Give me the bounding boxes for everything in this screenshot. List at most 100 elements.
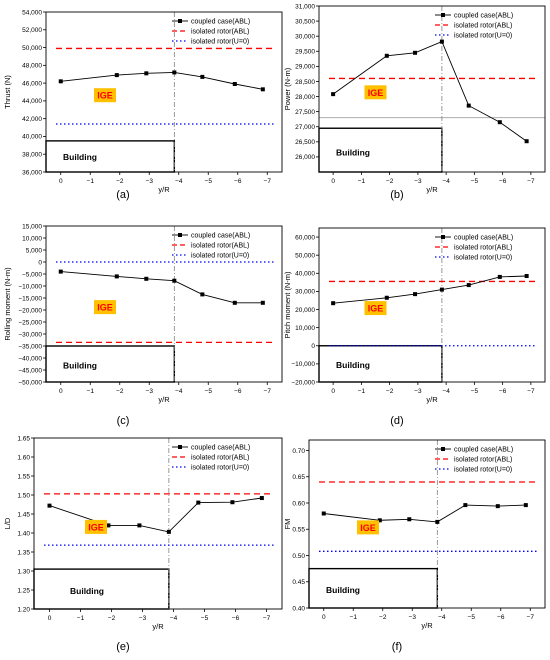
x-axis-label: y/R [158, 395, 170, 404]
legend-item: coupled case(ABL) [435, 447, 513, 454]
x-tick-label: −4 [442, 388, 450, 395]
y-tick-label: 40,000 [295, 271, 315, 278]
building-box [318, 345, 443, 383]
x-tick-label: 0 [48, 615, 52, 622]
y-tick-label: −45,000 [18, 367, 42, 374]
legend-label: isolated rotor(U=0) [454, 467, 512, 474]
y-tick-label: 28,500 [295, 79, 315, 86]
x-tick-label: 0 [331, 178, 335, 185]
x-tick-label: −1 [77, 615, 85, 622]
y-axis-label: FM [283, 519, 292, 530]
data-point [230, 500, 235, 505]
x-tick-label: −4 [442, 178, 450, 185]
x-tick-label: −6 [232, 615, 240, 622]
y-tick-label: 27,000 [295, 124, 315, 131]
data-point [466, 283, 471, 288]
y-tick-label: −30,000 [18, 331, 42, 338]
series-coupled-line [332, 41, 527, 142]
data-point [47, 503, 52, 508]
legend-marker [441, 447, 445, 451]
x-tick-label: −3 [414, 178, 422, 185]
panel-label: (c) [117, 415, 130, 427]
y-tick-label: 48,000 [22, 63, 42, 70]
plot-frame [308, 439, 546, 609]
ige-label: IGE [97, 91, 113, 101]
x-tick-label: −2 [116, 388, 124, 395]
data-point [106, 523, 111, 528]
panel-label: (a) [116, 189, 129, 201]
data-point [200, 292, 205, 297]
y-tick-label: 31,000 [295, 3, 315, 10]
legend-item: isolated rotor(ABL) [172, 455, 249, 462]
data-point [524, 139, 529, 144]
chart-panel-6: Building IGE 0 −1 −2 −3 −4 −5 −6 −7 0.40 0.45 0.50 0.… [283, 439, 546, 653]
x-tick-label: −1 [350, 614, 358, 621]
ige-label: IGE [368, 304, 384, 314]
y-tick-label: 54,000 [22, 9, 42, 16]
data-point [144, 276, 149, 281]
series-coupled-line [60, 271, 263, 304]
x-tick-label: −3 [409, 614, 417, 621]
y-tick-label: 0.55 [292, 527, 305, 534]
legend-item: isolated rotor(U=0) [435, 33, 512, 40]
chart-panel-1: Building IGE 0 −1 −2 −3 −4 −5 −6 −7 36,000 38,000 40… [3, 9, 283, 201]
legend-label: isolated rotor(ABL) [191, 243, 249, 250]
y-tick-label: −35,000 [18, 343, 42, 350]
y-axis-label: Pitch moment (N-m) [283, 271, 292, 339]
data-point [524, 274, 529, 279]
chart-panel-2: Building IGE 0 −1 −2 −3 −4 −5 −6 −7 26,000 26,500 27… [283, 3, 546, 201]
y-tick-label: 1.30 [17, 568, 30, 575]
ige-label: IGE [97, 303, 113, 313]
x-tick-label: −5 [201, 615, 209, 622]
plot-frame [45, 11, 283, 173]
data-point [58, 269, 63, 274]
data-point [523, 503, 528, 508]
y-tick-label: −10,000 [18, 283, 42, 290]
data-point [172, 70, 177, 75]
y-tick-label: 26,500 [295, 139, 315, 146]
legend-marker [178, 233, 182, 237]
building-label: Building [63, 152, 97, 162]
data-point [439, 287, 444, 292]
x-axis-label: y/R [152, 622, 164, 631]
x-tick-label: −3 [146, 388, 154, 395]
legend-item: coupled case(ABL) [435, 13, 513, 20]
x-tick-label: −3 [414, 388, 422, 395]
x-tick-label: 0 [331, 388, 335, 395]
data-point [331, 92, 336, 97]
y-tick-label: 0.40 [292, 605, 305, 612]
panel-label: (b) [390, 189, 403, 201]
data-point [166, 529, 171, 534]
y-tick-label: 30,000 [295, 33, 315, 40]
legend-item: isolated rotor(ABL) [172, 29, 249, 36]
legend-item: isolated rotor(U=0) [172, 465, 249, 472]
ige-badge [94, 300, 116, 315]
data-point [466, 103, 471, 108]
building-label: Building [326, 585, 360, 595]
panel-label: (d) [390, 415, 403, 427]
y-tick-label: 26,000 [295, 154, 315, 161]
x-tick-label: −6 [497, 614, 505, 621]
panel-label: (f) [392, 641, 402, 653]
data-point [331, 301, 336, 306]
building-label: Building [70, 586, 104, 596]
y-tick-label: −5,000 [22, 271, 42, 278]
legend-item: isolated rotor(ABL) [435, 245, 512, 252]
ige-label: IGE [360, 523, 376, 533]
y-axis-label: L/D [3, 517, 12, 529]
legend-marker [441, 235, 445, 239]
data-point [137, 523, 142, 528]
legend-marker [441, 13, 445, 17]
y-tick-label: 10,000 [295, 325, 315, 332]
building-label: Building [63, 360, 97, 370]
data-point [377, 518, 382, 523]
ige-label: IGE [88, 522, 104, 532]
x-tick-label: −2 [386, 388, 394, 395]
y-tick-label: −20,000 [18, 307, 42, 314]
y-tick-label: 28,000 [295, 94, 315, 101]
x-axis-label: y/R [158, 185, 170, 194]
legend-item: isolated rotor(ABL) [435, 457, 512, 464]
legend-label: coupled case(ABL) [454, 235, 513, 242]
x-tick-label: −5 [471, 388, 479, 395]
y-tick-label: 29,500 [295, 49, 315, 56]
